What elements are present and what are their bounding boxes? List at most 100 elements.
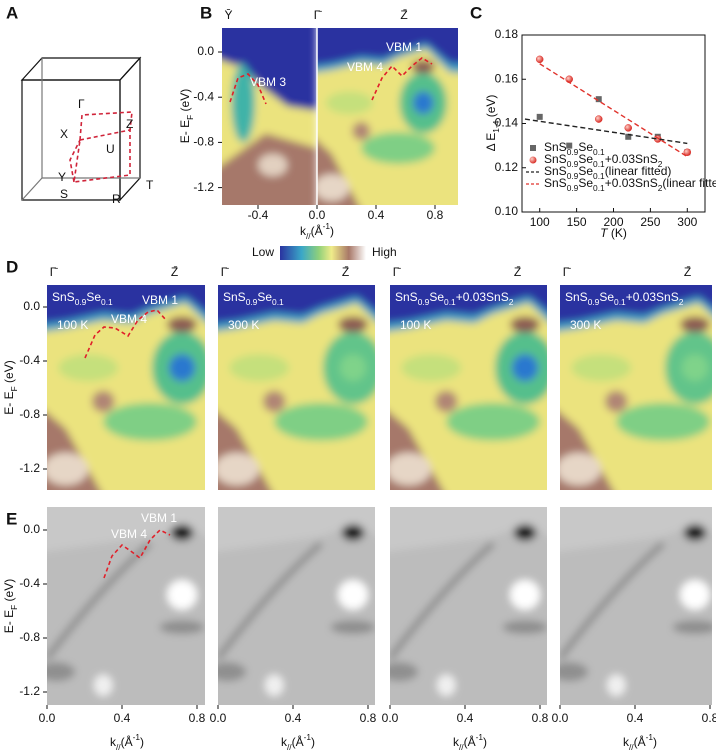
axis-label-part: ) — [330, 224, 334, 238]
band-trace — [390, 541, 496, 661]
x-tick-label: 0.0 — [382, 711, 399, 725]
spectral-feature — [681, 354, 709, 382]
band-region — [218, 507, 375, 705]
top-label: Z̄ — [684, 265, 691, 279]
y-tick-label: 0.0 — [197, 44, 214, 58]
spectral-feature — [560, 452, 602, 486]
annotation: VBM 4 — [347, 60, 383, 74]
spectral-feature — [103, 402, 197, 441]
top-label: Z̄ — [171, 265, 178, 279]
axis-label-part: -1 — [476, 732, 484, 742]
point-label: Y — [58, 170, 66, 184]
spectral-feature — [341, 524, 365, 541]
x-tick-label: 0.4 — [114, 711, 131, 725]
annotation: VBM 1 — [142, 293, 178, 307]
axis-label-part: k — [623, 735, 630, 749]
spectral-feature — [560, 662, 589, 682]
panel-label: B — [200, 3, 212, 22]
spectrum-content — [390, 507, 547, 705]
panel-label: E — [6, 509, 17, 528]
top-label: Γ̄ — [314, 8, 323, 22]
y-tick-label: -0.4 — [19, 576, 40, 590]
spectrum-image — [560, 285, 712, 490]
panel-label: C — [470, 3, 482, 22]
spectral-feature — [258, 153, 288, 177]
vbm-trace — [371, 57, 433, 101]
band-region — [317, 28, 458, 66]
legend-marker — [530, 145, 536, 151]
legend-label: SnS0.9Se0.1+0.03SnS2(linear fitted) — [544, 176, 716, 193]
y-tick-label: -0.8 — [193, 135, 214, 149]
spectral-feature — [339, 354, 367, 382]
x-tick-label: 0.4 — [368, 208, 385, 222]
y-tick-label: 0.12 — [495, 160, 519, 174]
x-tick-label: 0.0 — [39, 711, 56, 725]
top-label: Γ̄ — [50, 265, 59, 279]
axis-label: k//(Å-1) — [281, 732, 315, 752]
band-region — [47, 285, 205, 323]
point-label: U — [106, 142, 115, 156]
vbm-trace — [103, 529, 171, 579]
spectral-feature — [510, 579, 540, 610]
x-tick-label: 0.8 — [532, 711, 549, 725]
top-label: Z̄ — [400, 8, 407, 22]
temperature-label: 100 K — [57, 318, 88, 332]
spectral-feature — [616, 402, 710, 441]
top-label: Γ̄ — [563, 265, 572, 279]
axis-label-part: (eV) — [2, 579, 16, 605]
spectral-feature — [167, 316, 197, 333]
point-label: R — [112, 192, 121, 206]
data-point — [625, 133, 632, 140]
spectrum-image — [218, 507, 375, 705]
y-tick-label: 0.0 — [23, 299, 40, 313]
data-point — [536, 113, 543, 120]
axis-label-part: // — [306, 231, 311, 241]
point-label: T — [146, 178, 154, 192]
axis-label-part: ) — [483, 735, 487, 749]
y-tick-label: 0.10 — [495, 204, 519, 218]
data-point — [624, 124, 633, 132]
axis-label-part: ) — [653, 735, 657, 749]
x-tick-label: 150 — [567, 215, 587, 229]
axis-label: E- EF (eV) — [2, 579, 19, 633]
axis-label-part: (eV) — [178, 89, 192, 115]
panel-label: A — [6, 3, 18, 22]
spectral-feature — [264, 674, 284, 697]
axis-label: k//(Å-1) — [300, 221, 334, 241]
sample-label: SnS0.9Se0.1+0.03SnS2 — [565, 290, 684, 307]
spectral-feature — [47, 452, 89, 486]
band-trace — [560, 541, 666, 661]
axis-label: k//(Å-1) — [623, 732, 657, 752]
x-tick-label: 250 — [640, 215, 660, 229]
spectrum-content — [560, 285, 712, 490]
sample-label: SnS0.9Se0.1 — [52, 290, 113, 307]
legend-label: SnS0.9Se0.1 — [544, 140, 605, 157]
x-tick-label: -0.4 — [248, 208, 269, 222]
spectral-feature — [330, 620, 375, 634]
spectrum-image — [218, 285, 375, 490]
spectral-feature — [170, 524, 194, 541]
vbm-trace — [84, 309, 167, 359]
axis-label-part: F — [9, 386, 19, 391]
axis-label-part: T — [600, 226, 609, 240]
axis-label-part: E- E — [2, 610, 16, 633]
legend-marker — [529, 156, 537, 164]
axis-label-part: // — [287, 742, 292, 752]
temperature-label: 100 K — [400, 318, 431, 332]
top-label: Γ̄ — [221, 265, 230, 279]
spectral-feature — [361, 132, 435, 164]
axis-label: k//(Å-1) — [453, 732, 487, 752]
axis-label-part: E- E — [2, 391, 16, 414]
point-label: S — [60, 187, 68, 201]
band-region — [390, 507, 547, 705]
spectral-feature — [317, 174, 350, 202]
spectral-feature — [436, 674, 456, 697]
axis-label-part: // — [459, 742, 464, 752]
axis-label: k//(Å-1) — [110, 732, 144, 752]
axis-label-part: F — [9, 605, 19, 610]
temperature-label: 300 K — [570, 318, 601, 332]
spectral-feature — [218, 452, 260, 486]
x-tick-label: 200 — [603, 215, 623, 229]
point-label: Z — [126, 117, 133, 131]
y-tick-label: -1.2 — [19, 684, 40, 698]
